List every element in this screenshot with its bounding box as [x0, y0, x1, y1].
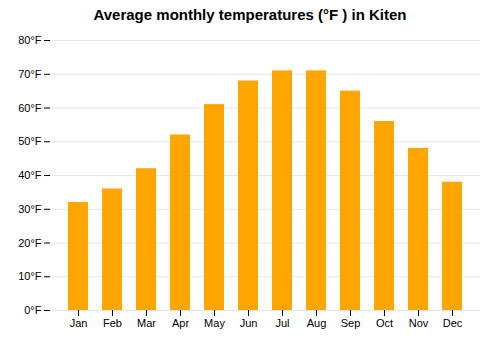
svg-text:70°F: 70°F [18, 68, 42, 80]
svg-text:Aug: Aug [307, 317, 327, 329]
svg-text:80°F: 80°F [18, 34, 42, 46]
svg-text:Apr: Apr [172, 317, 189, 329]
svg-text:Mar: Mar [137, 317, 156, 329]
svg-text:20°F: 20°F [18, 237, 42, 249]
svg-text:Feb: Feb [103, 317, 122, 329]
svg-text:0°F: 0°F [24, 304, 42, 316]
html-text:Average monthly temperatures (: Average monthly temperatures (°F ) in Ki… [93, 6, 407, 23]
svg-text:Sep: Sep [341, 317, 361, 329]
svg-text:Jan: Jan [70, 317, 88, 329]
svg-text:40°F: 40°F [18, 169, 42, 181]
svg-text:Jun: Jun [240, 317, 258, 329]
svg-text:10°F: 10°F [18, 270, 42, 282]
svg-text:Oct: Oct [376, 317, 393, 329]
svg-text:Nov: Nov [409, 317, 429, 329]
svg-text:May: May [204, 317, 225, 329]
svg-text:30°F: 30°F [18, 203, 42, 215]
svg-text:Jul: Jul [275, 317, 289, 329]
svg-text:60°F: 60°F [18, 102, 42, 114]
svg-text:50°F: 50°F [18, 135, 42, 147]
svg-text:Dec: Dec [443, 317, 463, 329]
